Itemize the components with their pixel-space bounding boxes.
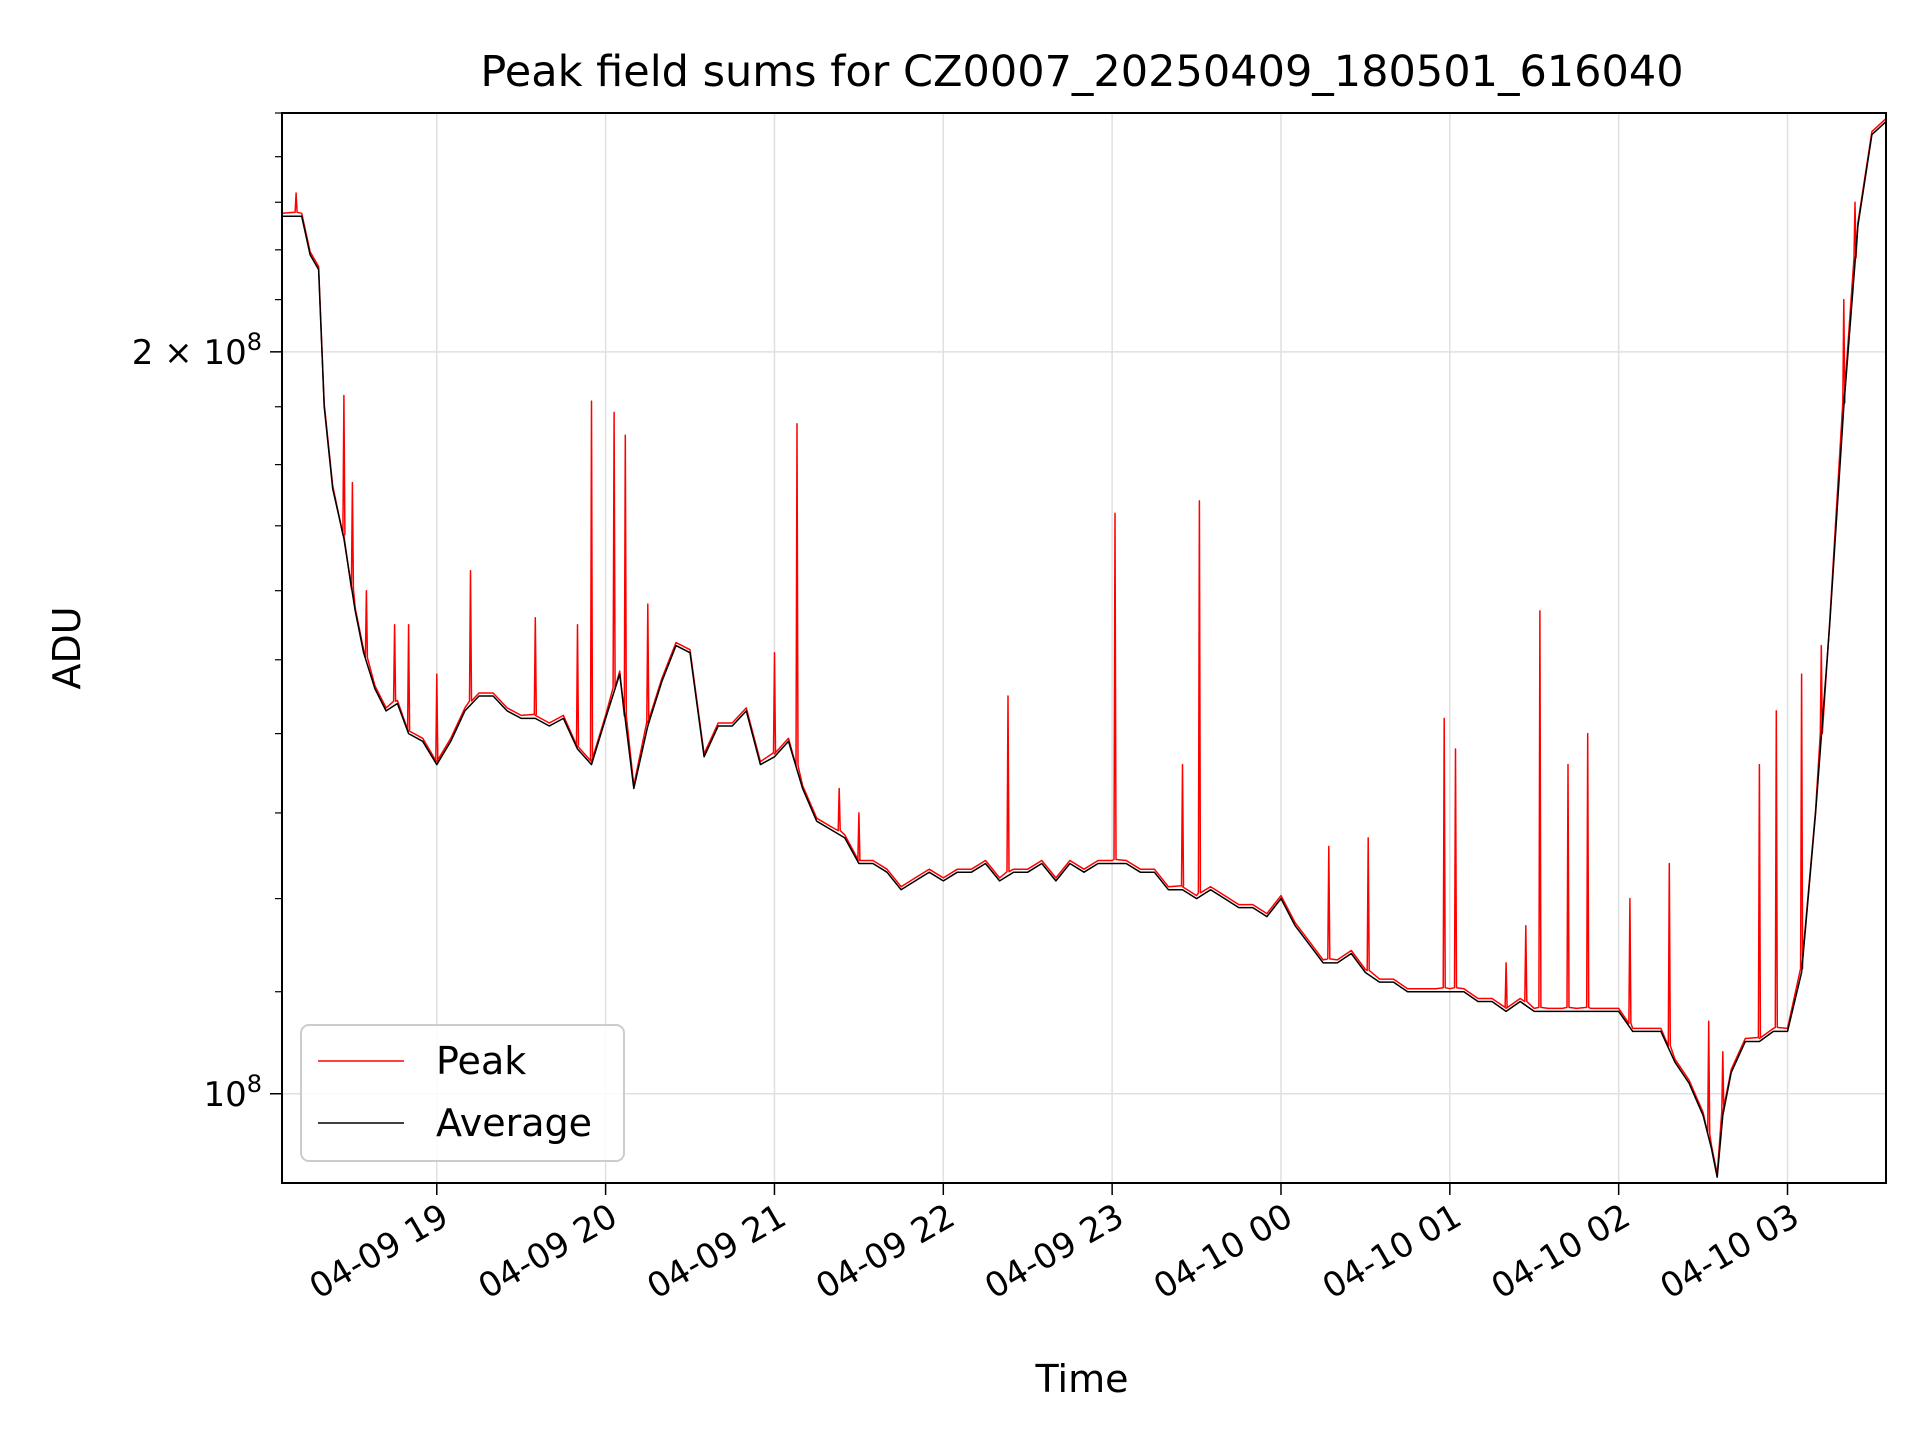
plot-frame	[281, 112, 1887, 1184]
legend: Peak Average	[300, 1024, 625, 1162]
legend-box	[300, 1024, 625, 1162]
y-axis-title: ADU	[45, 606, 89, 689]
y-tick-label: 2 × 108	[132, 328, 262, 373]
x-axis-title: Time	[1035, 1357, 1129, 1401]
y-tick-label: 108	[203, 1070, 262, 1115]
plot-area	[281, 118, 1887, 1178]
grid	[282, 113, 1886, 1183]
legend-peak-label: Peak	[436, 1039, 526, 1083]
peak-series-line	[281, 118, 1887, 1175]
chart-title: Peak field sums for CZ0007_20250409_1805…	[480, 47, 1683, 97]
average-series-line	[282, 121, 1887, 1178]
legend-average-label: Average	[436, 1101, 592, 1145]
